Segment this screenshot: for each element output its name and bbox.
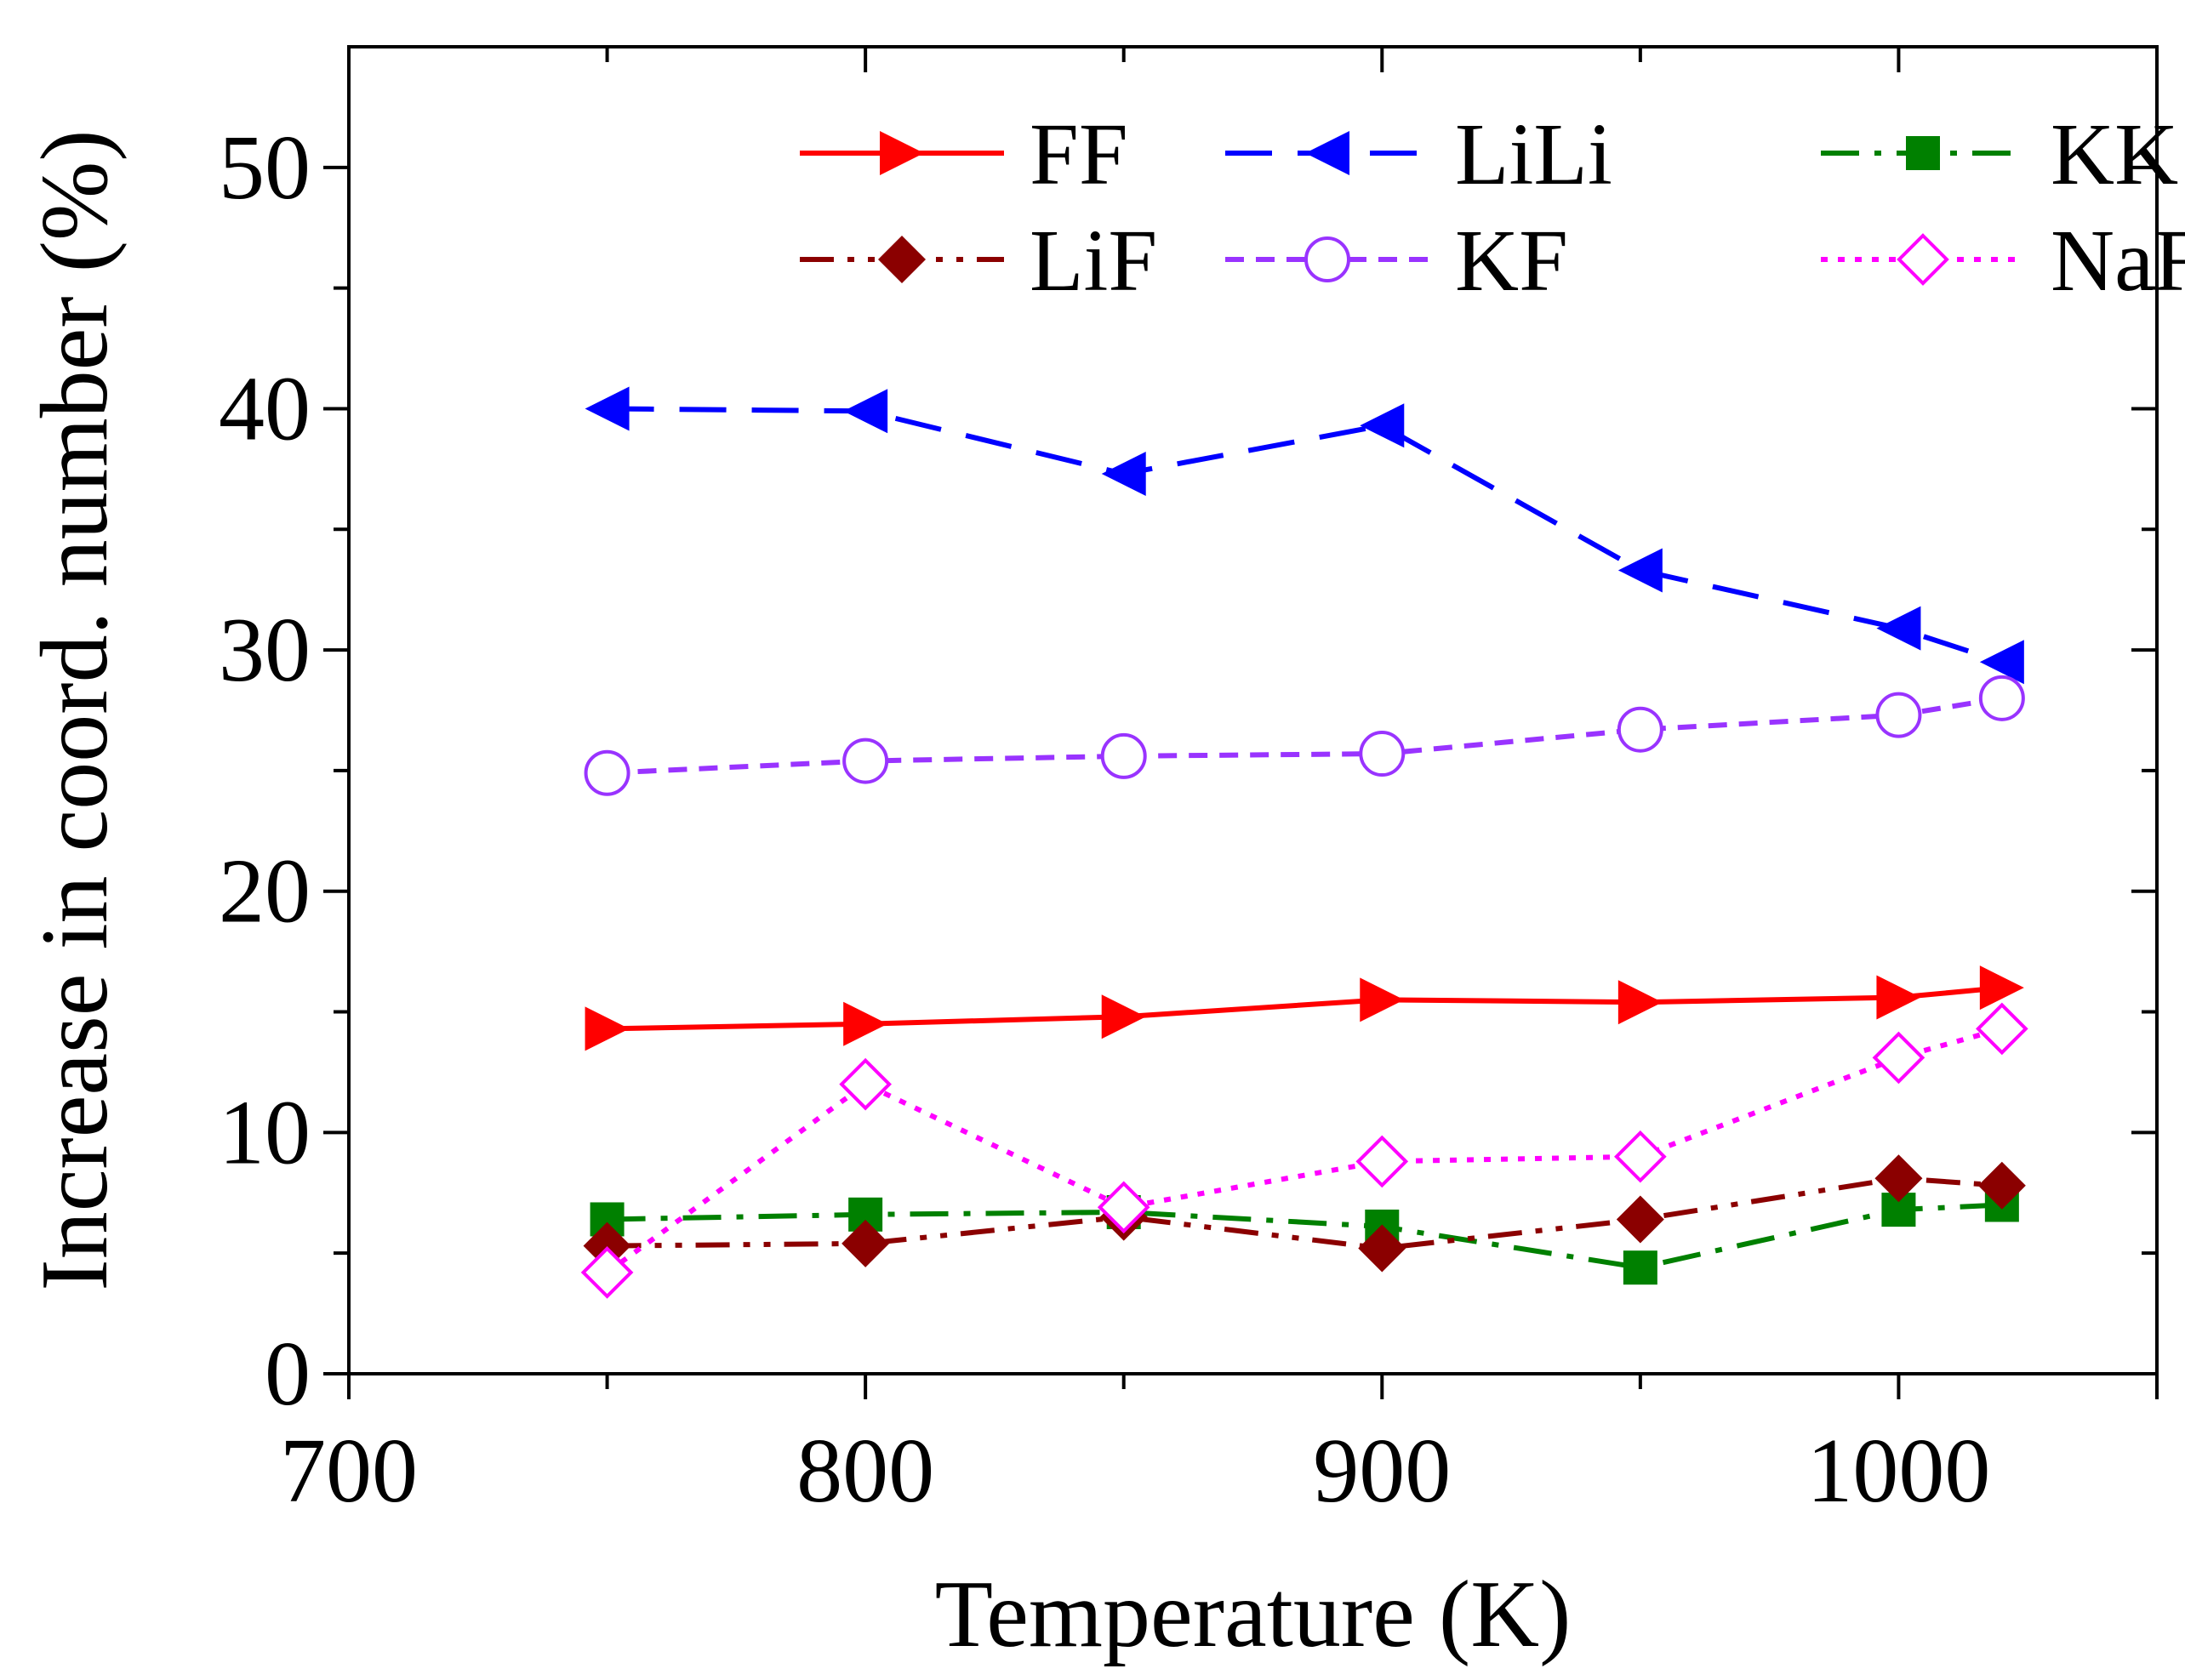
legend-marker [878, 236, 926, 283]
legend-item-kf: KF [1225, 212, 1568, 310]
legend-item-naf: NaF [1821, 212, 2185, 310]
data-point-ff [1979, 965, 2024, 1011]
legend-marker [1897, 233, 1949, 286]
data-point-naf [1872, 1031, 1925, 1085]
data-point-ff [1101, 994, 1146, 1039]
data-point-lif [841, 1219, 890, 1267]
data-point-lif [1874, 1154, 1923, 1203]
legend-item-lif: LiF [800, 212, 1157, 310]
legend-marker [880, 131, 924, 175]
series-line-kk [607, 1202, 2002, 1271]
legend: FF LiLi KK LiF KF NaF [800, 105, 2185, 310]
legend-label: NaF [2051, 212, 2185, 310]
series-line-ff [607, 985, 2003, 1032]
y-tick-label: 40 [219, 358, 311, 459]
series-line-kf [607, 695, 2003, 776]
legend-label: LiLi [1455, 105, 1612, 203]
data-point-naf [839, 1057, 892, 1111]
data-point-naf [1097, 1181, 1150, 1234]
data-point-naf [1355, 1135, 1409, 1188]
data-point-kf [584, 749, 630, 796]
data-point-lili [1617, 548, 1663, 593]
x-tick-label: 800 [796, 1421, 934, 1522]
legend-item-lili: LiLi [1225, 105, 1612, 203]
series-kk [590, 1187, 2019, 1285]
legend-marker [1304, 236, 1350, 282]
data-point-lif [583, 1222, 631, 1270]
data-point-ff [1360, 977, 1405, 1022]
series-ff [585, 965, 2024, 1051]
data-point-lili [585, 386, 630, 431]
series-lif [583, 1154, 2026, 1273]
data-point-naf [1976, 1002, 2028, 1056]
ticks-layer: 700 800 900 1000 0 10 20 30 40 50 [219, 47, 2159, 1522]
legend-marker [1906, 136, 1940, 170]
legend-label: KF [1455, 212, 1568, 310]
data-point-lili [843, 389, 888, 434]
data-point-kf [1100, 732, 1147, 779]
legend-label: KK [2051, 105, 2178, 203]
legend-label: FF [1030, 105, 1128, 203]
data-point-lif [1977, 1161, 2026, 1210]
x-tick-label: 900 [1313, 1421, 1451, 1522]
data-point-lili [1360, 403, 1405, 448]
data-point-lili [1876, 606, 1921, 651]
y-tick-label: 20 [219, 841, 311, 943]
data-point-kk [1623, 1250, 1657, 1285]
series-line-lili [607, 406, 2003, 665]
legend-item-kk: KK [1821, 105, 2178, 203]
y-tick-label: 30 [219, 600, 311, 701]
data-point-kf [1359, 731, 1406, 777]
series-kf [584, 675, 2025, 796]
x-axis-title: Temperature (K) [935, 1562, 1572, 1667]
x-tick-label: 1000 [1806, 1421, 1990, 1522]
legend-item-ff: FF [800, 105, 1128, 203]
data-point-lili [1979, 640, 2024, 685]
data-point-lili [1101, 452, 1146, 497]
series-layer [580, 386, 2028, 1299]
data-point-kf [1875, 692, 1922, 738]
y-axis-title: Increase in coord. number (%) [22, 129, 128, 1290]
data-point-kf [842, 737, 889, 784]
y-tick-label: 50 [219, 117, 311, 219]
series-lili [585, 386, 2024, 685]
data-point-ff [843, 1001, 888, 1046]
data-point-naf [580, 1246, 634, 1299]
data-point-kf [1978, 675, 2025, 721]
x-tick-label: 700 [280, 1421, 418, 1522]
y-tick-label: 0 [265, 1324, 311, 1425]
data-point-kf [1617, 706, 1663, 753]
data-point-ff [1617, 980, 1663, 1025]
data-point-lif [1616, 1195, 1664, 1244]
data-point-lif [1358, 1224, 1406, 1273]
data-point-ff [1876, 975, 1921, 1020]
data-point-naf [1614, 1130, 1667, 1183]
data-point-ff [585, 1006, 630, 1051]
legend-label: LiF [1030, 212, 1157, 310]
series-naf [580, 1002, 2028, 1299]
legend-marker [1305, 131, 1349, 175]
y-tick-label: 10 [219, 1082, 311, 1183]
plot-frame [347, 45, 2159, 1375]
